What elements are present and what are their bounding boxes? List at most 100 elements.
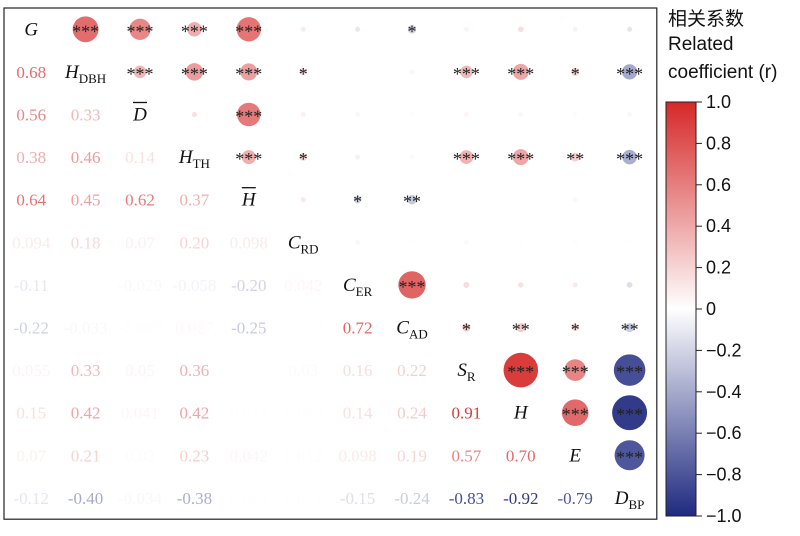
- coefficient-label: 0.15: [16, 404, 46, 423]
- coefficient-label: 0.011: [284, 489, 322, 508]
- coefficient-label: -0.92: [503, 489, 538, 508]
- coefficient-label: 0.24: [397, 404, 427, 423]
- correlation-circle: [571, 323, 579, 332]
- correlation-circle: [240, 63, 258, 81]
- correlation-circle: [622, 149, 637, 165]
- significance-mark: ***: [453, 64, 480, 84]
- correlation-circle: [518, 112, 524, 117]
- correlation-circle: [463, 239, 469, 245]
- colorbar-title-en-line1: Related: [668, 34, 734, 55]
- correlation-circle: [463, 112, 469, 117]
- colorbar-tick-label: 0: [706, 299, 716, 319]
- significance-mark: ***: [616, 447, 643, 467]
- significance-mark: ***: [399, 277, 426, 297]
- coefficient-label: -0.38: [177, 489, 212, 508]
- correlation-circle: [518, 282, 524, 288]
- significance-mark: ***: [181, 21, 208, 41]
- correlation-circle: [614, 440, 645, 471]
- coefficient-label: 0.07: [125, 233, 155, 252]
- coefficient-label: 0.22: [397, 361, 427, 380]
- coefficient-label: 0.38: [16, 148, 46, 167]
- correlation-circle: [460, 65, 473, 79]
- correlation-circle: [463, 26, 469, 32]
- variable-label: DBP: [614, 488, 645, 512]
- significance-mark: *: [571, 64, 580, 84]
- variable-label: H: [241, 190, 257, 211]
- correlation-circle: [626, 282, 633, 288]
- significance-mark: ***: [235, 149, 262, 169]
- coefficient-label: 0.33: [71, 361, 101, 380]
- coefficient-label: -0.22: [13, 319, 48, 338]
- correlation-circle: [355, 26, 361, 32]
- correlation-circle: [612, 395, 648, 431]
- correlation-circle: [518, 197, 524, 203]
- coefficient-label: -0.034: [118, 489, 162, 508]
- coefficient-label: 0.21: [71, 446, 101, 465]
- correlation-circle: [185, 63, 204, 81]
- correlation-circle: [512, 149, 529, 166]
- coefficient-label: 0.56: [16, 106, 46, 125]
- coefficient-label: 0.094: [12, 233, 51, 252]
- coefficient-label: -0.83: [449, 489, 484, 508]
- coefficient-label: -0.40: [68, 489, 103, 508]
- coefficient-label: 0.18: [71, 233, 101, 252]
- variable-label: CER: [343, 275, 373, 299]
- correlation-circle: [627, 26, 633, 32]
- coefficient-label: 0.46: [71, 148, 101, 167]
- correlation-circle: [463, 197, 469, 203]
- correlation-circle: [571, 67, 580, 76]
- correlation-circle: [625, 322, 635, 333]
- coefficient-label: 0.64: [16, 191, 46, 210]
- significance-mark: **: [621, 320, 639, 340]
- correlation-circle: [512, 63, 529, 80]
- coefficient-label: 0.42: [71, 404, 101, 423]
- correlation-circle: [299, 68, 307, 76]
- correlation-circle: [187, 22, 202, 37]
- correlation-circle: [129, 18, 151, 40]
- correlation-circle: [613, 354, 646, 386]
- coefficient-label: -0.24: [394, 489, 430, 508]
- correlation-circle: [572, 282, 578, 288]
- significance-mark: ***: [72, 21, 99, 41]
- coefficient-label: 0.098: [338, 446, 376, 465]
- significance-mark: ***: [616, 149, 643, 169]
- coefficient-label: 0.011: [230, 404, 268, 423]
- correlation-circle: [407, 194, 417, 205]
- coefficient-label: 0.07: [16, 446, 46, 465]
- coefficient-label: 0.042: [284, 276, 322, 295]
- coefficient-label: -0.20: [231, 276, 266, 295]
- correlation-circle: [627, 112, 633, 117]
- correlation-circle: [561, 399, 589, 427]
- colorbar-tick-label: 1.0: [706, 92, 731, 112]
- colorbar-tick-label: −0.6: [706, 423, 742, 443]
- correlation-matrix: G *** *** *** *** *0.68 HDBH *** *** *** * *** *** * *…: [3, 7, 658, 520]
- coefficient-label: 0.041: [121, 404, 159, 423]
- correlation-circle: [627, 239, 633, 245]
- correlation-circle: [518, 239, 524, 245]
- significance-mark: *: [408, 21, 417, 41]
- correlation-circle: [407, 25, 417, 34]
- coefficient-label: -0.12: [13, 489, 48, 508]
- significance-mark: ***: [616, 362, 643, 382]
- colorbar-tick-label: 0.4: [706, 216, 731, 236]
- correlation-circle: [517, 26, 524, 33]
- correlation-circle: [622, 64, 638, 80]
- coefficient-label: 0.098: [230, 233, 268, 252]
- correlation-circle: [572, 197, 578, 203]
- correlation-circle: [398, 271, 426, 299]
- correlation-circle: [409, 69, 415, 75]
- variable-label: CAD: [396, 318, 427, 342]
- coefficient-label: 0.14: [343, 404, 373, 423]
- coefficient-label: 0.42: [180, 404, 210, 423]
- correlation-circle: [572, 26, 578, 32]
- significance-mark: *: [299, 64, 308, 84]
- correlation-circle: [299, 153, 308, 161]
- coefficient-label: 0.23: [180, 446, 210, 465]
- significance-mark: ***: [562, 362, 589, 382]
- coefficient-label: 0.02: [125, 446, 155, 465]
- variable-label: D: [132, 105, 147, 126]
- colorbar-tick-label: 0.8: [706, 133, 731, 153]
- significance-mark: **: [403, 192, 421, 212]
- significance-mark: *: [462, 320, 471, 340]
- correlation-circle: [409, 239, 415, 245]
